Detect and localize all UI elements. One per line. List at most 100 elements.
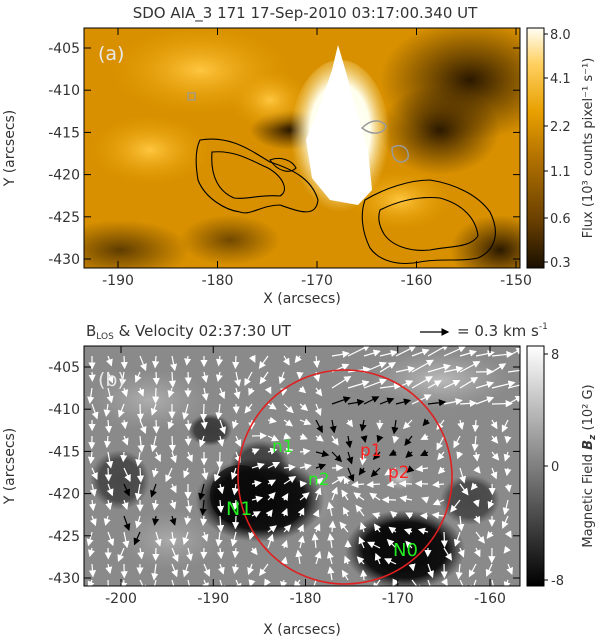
velocity-arrow (399, 495, 413, 503)
velocity-arrow (88, 563, 97, 578)
velocity-arrow (453, 531, 461, 547)
velocity-arrow (366, 480, 381, 489)
velocity-arrow (122, 531, 130, 549)
velocity-arrow (134, 515, 142, 529)
velocity-arrow (117, 403, 125, 418)
velocity-arrow (283, 476, 297, 485)
panel-b-title: BLOS & Velocity 02:37:30 UT (86, 322, 292, 342)
velocity-arrow (169, 531, 177, 546)
velocity-arrow (201, 531, 209, 542)
region-label-n2: n2 (308, 470, 330, 490)
velocity-arrow (406, 465, 415, 473)
velocity-arrow (183, 467, 190, 479)
velocity-arrow (347, 467, 355, 482)
velocity-arrow (170, 355, 178, 372)
velocity-arrow (459, 377, 479, 389)
velocity-arrow (507, 369, 520, 373)
colorbar-tick-label: 1.1 (550, 165, 571, 180)
velocity-arrow (472, 451, 480, 462)
velocity-arrow (150, 483, 157, 498)
velocity-arrow (168, 435, 176, 453)
velocity-arrow (165, 467, 173, 483)
velocity-arrow (219, 419, 226, 435)
velocity-arrow (251, 448, 260, 455)
velocity-arrow (486, 531, 494, 539)
velocity-arrow (326, 501, 334, 517)
velocity-arrow (329, 419, 337, 434)
velocity-arrow (150, 403, 158, 416)
velocity-arrow (436, 435, 445, 451)
velocity-arrow (347, 398, 365, 406)
velocity-arrow (315, 477, 324, 486)
velocity-arrows (86, 346, 520, 586)
velocity-arrow (233, 387, 241, 400)
velocity-arrow (405, 512, 414, 519)
velocity-arrow (504, 483, 512, 493)
velocity-arrow (388, 449, 397, 456)
velocity-arrow (360, 569, 368, 581)
velocity-arrow (200, 419, 208, 430)
colorbar-tick-label: 0 (551, 460, 559, 475)
velocity-arrow (314, 403, 322, 417)
y-tick-label: -405 (48, 41, 80, 57)
panel-a-label: (a) (98, 43, 124, 65)
panel-b-x-axis-label: X (arcsecs) (263, 622, 341, 638)
panel-b-y-axis-label: Y (arcsecs) (2, 428, 18, 506)
velocity-arrow (360, 435, 368, 444)
panel-b-title-rest: & Velocity 02:37:30 UT (114, 322, 292, 340)
velocity-arrow (395, 346, 417, 357)
velocity-arrow (104, 467, 112, 482)
velocity-arrow (151, 467, 159, 478)
velocity-arrow (87, 547, 95, 558)
velocity-arrow (372, 579, 381, 586)
velocity-arrow (294, 355, 302, 364)
velocity-arrow (184, 515, 192, 526)
velocity-arrow (359, 451, 367, 466)
velocity-arrow (386, 480, 397, 488)
velocity-arrow (299, 418, 312, 426)
velocity-arrow (351, 480, 365, 489)
velocity-arrow (363, 361, 387, 373)
x-tick-label: -200 (105, 591, 137, 607)
velocity-arrow (388, 526, 397, 534)
velocity-arrow (441, 578, 448, 586)
velocity-arrow (315, 387, 323, 397)
velocity-arrow (185, 499, 193, 514)
velocity-arrow (472, 499, 480, 508)
velocity-arrow (171, 547, 179, 563)
velocity-arrow (443, 346, 466, 357)
y-tick-label: -405 (48, 360, 80, 376)
velocity-arrow (331, 451, 343, 463)
velocity-arrow (259, 371, 269, 385)
velocity-arrow (259, 563, 269, 577)
velocity-arrow (369, 492, 381, 501)
panel-b-colorbar-prefix: Magnetic Field (581, 450, 596, 548)
region-label-p1: p1 (360, 441, 382, 461)
velocity-arrow (151, 355, 160, 369)
velocity-arrow (136, 467, 145, 483)
velocity-arrow (267, 461, 281, 469)
velocity-arrow (491, 363, 507, 373)
velocity-arrow (392, 578, 400, 586)
velocity-arrow (459, 483, 469, 496)
velocity-arrow (343, 555, 351, 565)
velocity-arrow (314, 487, 322, 501)
velocity-arrow (264, 386, 272, 395)
velocity-arrow (216, 499, 225, 514)
velocity-arrow (459, 361, 481, 373)
velocity-arrow (504, 530, 512, 539)
velocity-arrow (359, 419, 367, 432)
velocity-arrow (402, 419, 413, 430)
velocity-arrow (134, 371, 142, 383)
velocity-arrow (437, 451, 445, 461)
velocity-arrow (167, 419, 175, 430)
velocity-arrow (105, 499, 113, 511)
velocity-arrow (251, 495, 264, 503)
y-tick-label: -420 (48, 168, 80, 184)
y-tick-label: -430 (48, 252, 80, 268)
x-tick-label: -180 (202, 273, 234, 289)
velocity-arrow (491, 451, 500, 461)
velocity-arrow (363, 396, 380, 405)
velocity-arrow (258, 355, 269, 370)
colorbar-tick-label: 2.2 (550, 120, 571, 135)
